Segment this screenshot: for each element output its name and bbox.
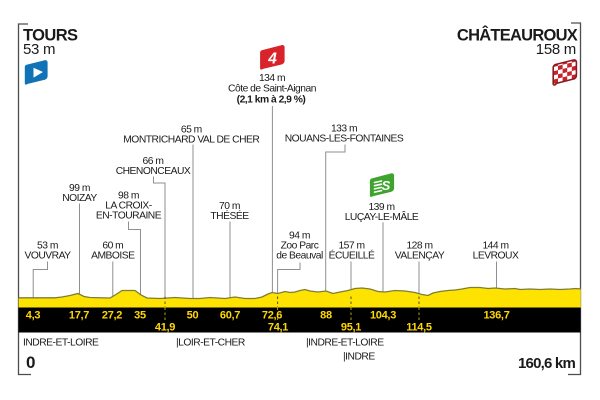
svg-text:LA CROIX-: LA CROIX- xyxy=(105,201,151,212)
svg-text:133 m: 133 m xyxy=(331,124,357,135)
svg-text:160,6 km: 160,6 km xyxy=(518,355,575,372)
svg-text:THÉSÉE: THÉSÉE xyxy=(210,209,249,222)
svg-text:TOURS: TOURS xyxy=(23,27,78,45)
svg-text:66 m: 66 m xyxy=(143,156,164,167)
svg-text:S: S xyxy=(382,178,391,193)
svg-text:94 m: 94 m xyxy=(289,231,310,242)
svg-text:99 m: 99 m xyxy=(69,183,90,194)
svg-text:50: 50 xyxy=(187,310,199,322)
svg-text:134 m: 134 m xyxy=(259,73,285,84)
svg-text:136,7: 136,7 xyxy=(483,310,509,322)
svg-text:27,2: 27,2 xyxy=(102,310,122,322)
svg-text:139 m: 139 m xyxy=(368,202,394,213)
svg-text:98 m: 98 m xyxy=(118,191,139,202)
svg-text:CHÂTEAUROUX: CHÂTEAUROUX xyxy=(457,26,578,45)
svg-text:60 m: 60 m xyxy=(102,241,123,252)
svg-text:|INDRE: |INDRE xyxy=(343,352,375,363)
svg-text:NOIZAY: NOIZAY xyxy=(62,193,97,204)
svg-text:EN-TOURAINE: EN-TOURAINE xyxy=(96,211,162,222)
svg-text:MONTRICHARD VAL DE CHER: MONTRICHARD VAL DE CHER xyxy=(123,135,259,146)
svg-text:INDRE-ET-LOIRE: INDRE-ET-LOIRE xyxy=(23,338,99,349)
svg-text:CHENONCEAUX: CHENONCEAUX xyxy=(116,166,191,177)
svg-text:53 m: 53 m xyxy=(23,41,55,58)
svg-text:Zoo Parc: Zoo Parc xyxy=(281,241,319,252)
svg-text:158 m: 158 m xyxy=(536,41,576,58)
svg-text:53 m: 53 m xyxy=(37,241,58,252)
svg-text:LEVROUX: LEVROUX xyxy=(473,251,519,262)
svg-text:157 m: 157 m xyxy=(338,241,364,252)
svg-text:114,5: 114,5 xyxy=(406,322,432,334)
svg-text:70 m: 70 m xyxy=(219,201,240,212)
svg-text:VALENÇAY: VALENÇAY xyxy=(395,251,445,262)
svg-text:VOUVRAY: VOUVRAY xyxy=(24,251,71,262)
svg-text:NOUANS-LES-FONTAINES: NOUANS-LES-FONTAINES xyxy=(285,134,404,145)
svg-text:0: 0 xyxy=(26,353,35,372)
svg-text:41,9: 41,9 xyxy=(155,322,175,334)
svg-text:de Beauval: de Beauval xyxy=(276,251,323,262)
svg-text:72,6: 72,6 xyxy=(262,310,282,322)
svg-text:|LOIR-ET-CHER: |LOIR-ET-CHER xyxy=(176,338,245,349)
svg-text:74,1: 74,1 xyxy=(268,322,288,334)
svg-text:35: 35 xyxy=(134,310,146,322)
svg-text:AMBOISE: AMBOISE xyxy=(91,251,135,262)
svg-text:4: 4 xyxy=(267,51,277,68)
svg-text:|INDRE-ET-LOIRE: |INDRE-ET-LOIRE xyxy=(306,338,384,349)
svg-text:LUÇAY-LE-MÂLE: LUÇAY-LE-MÂLE xyxy=(345,210,419,223)
svg-text:88: 88 xyxy=(320,310,332,322)
svg-text:65 m: 65 m xyxy=(181,125,202,136)
svg-text:(2,1 km à 2,9 %): (2,1 km à 2,9 %) xyxy=(237,95,306,106)
svg-text:4,3: 4,3 xyxy=(26,310,41,322)
svg-text:128 m: 128 m xyxy=(406,241,432,252)
svg-text:ÉCUEILLÉ: ÉCUEILLÉ xyxy=(329,249,375,262)
svg-text:60,7: 60,7 xyxy=(220,310,240,322)
svg-text:95,1: 95,1 xyxy=(341,322,361,334)
svg-text:Côte de Saint-Aignan: Côte de Saint-Aignan xyxy=(228,84,317,95)
svg-text:104,3: 104,3 xyxy=(370,310,396,322)
svg-text:17,7: 17,7 xyxy=(69,310,89,322)
svg-text:144 m: 144 m xyxy=(482,241,508,252)
